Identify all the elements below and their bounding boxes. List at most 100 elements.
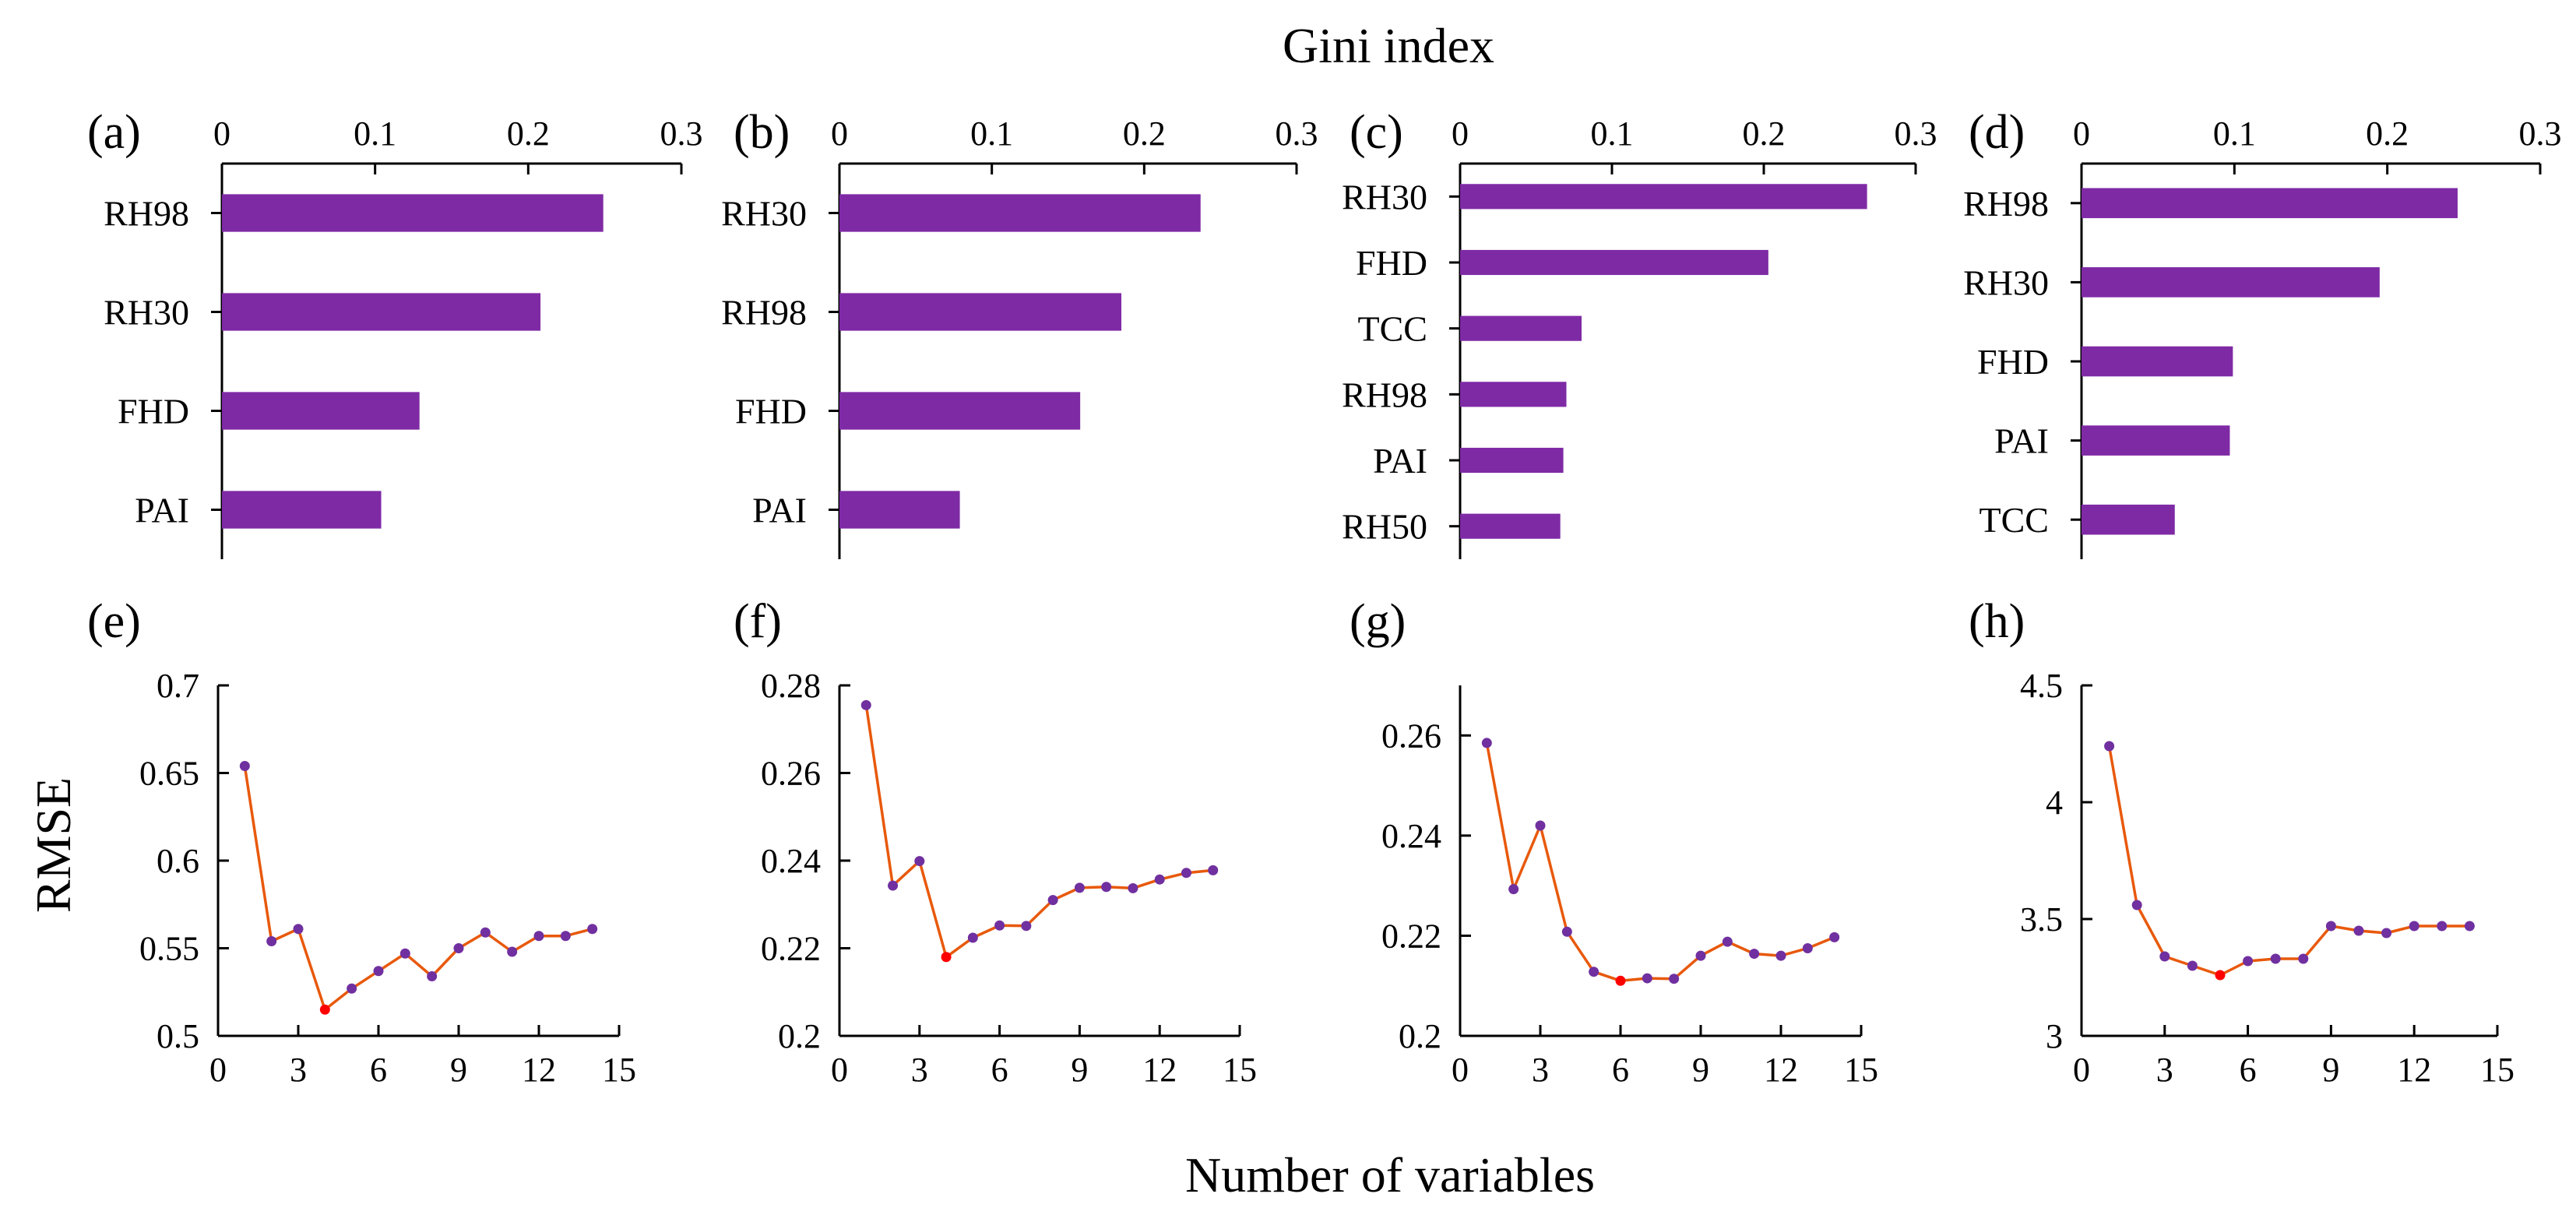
x-tick-label: 0 bbox=[209, 1051, 227, 1089]
data-point bbox=[2187, 960, 2198, 971]
bar bbox=[1460, 382, 1567, 407]
data-point bbox=[1775, 950, 1786, 961]
bar bbox=[222, 293, 541, 331]
data-point bbox=[1695, 950, 1706, 961]
x-tick-label: 9 bbox=[2322, 1051, 2339, 1089]
y-tick-label: 0.5 bbox=[157, 1017, 199, 1055]
x-tick-label: 0.2 bbox=[1123, 114, 1166, 153]
bar-chart-2: (b) 0 0.1 0.2 0.3 RH30 RH98 FHD PAI bbox=[721, 106, 1318, 559]
data-point bbox=[1669, 974, 1680, 984]
category-label: RH98 bbox=[1963, 184, 2049, 224]
x-tick-label: 6 bbox=[1612, 1051, 1629, 1089]
data-point bbox=[2298, 953, 2309, 964]
bar bbox=[1460, 249, 1768, 276]
data-point bbox=[266, 936, 277, 946]
data-point bbox=[507, 946, 518, 957]
data-point bbox=[1561, 926, 1572, 937]
data-point bbox=[1642, 973, 1652, 984]
x-tick-label: 3 bbox=[911, 1051, 928, 1089]
data-point bbox=[1829, 932, 1840, 942]
line-chart-1: (e) 0 3 6 9 12 15 0.5 0.55 0.6 0.65 0.7 bbox=[87, 595, 636, 1089]
data-point bbox=[860, 699, 871, 710]
category-label: PAI bbox=[1373, 441, 1427, 481]
data-point bbox=[480, 927, 491, 938]
x-tick-label: 9 bbox=[1692, 1051, 1709, 1089]
data-point bbox=[2270, 953, 2281, 964]
category-label: FHD bbox=[735, 392, 807, 431]
bar bbox=[222, 491, 382, 529]
data-point bbox=[994, 920, 1005, 931]
data-point bbox=[239, 761, 250, 771]
panel-label: (f) bbox=[734, 595, 782, 648]
bar bbox=[1460, 184, 1867, 210]
data-point bbox=[427, 971, 438, 981]
data-point bbox=[1508, 884, 1519, 895]
category-label: RH30 bbox=[721, 194, 807, 234]
y-tick-label: 0.6 bbox=[157, 842, 199, 880]
panel-label: (g) bbox=[1350, 595, 1406, 648]
optimal-point bbox=[2215, 970, 2226, 981]
x-tick-label: 0.1 bbox=[1591, 114, 1634, 153]
data-point bbox=[2159, 951, 2170, 962]
data-point bbox=[1154, 874, 1165, 885]
data-point bbox=[1535, 820, 1546, 831]
category-label: RH30 bbox=[1342, 177, 1427, 217]
series-line bbox=[1485, 742, 1835, 983]
panel-label: (h) bbox=[1969, 595, 2025, 648]
data-point bbox=[2243, 956, 2254, 967]
y-tick-label: 0.26 bbox=[1381, 717, 1441, 755]
x-tick-label: 0.1 bbox=[970, 114, 1013, 153]
category-label: FHD bbox=[1356, 243, 1427, 283]
y-tick-label: 0.2 bbox=[778, 1017, 821, 1055]
bar bbox=[2082, 346, 2233, 377]
optimal-point bbox=[319, 1004, 330, 1015]
panel-label: (e) bbox=[87, 595, 141, 648]
x-tick-label: 0.3 bbox=[1895, 114, 1937, 153]
bar bbox=[839, 392, 1081, 430]
x-tick-label: 6 bbox=[370, 1051, 387, 1089]
x-tick-label: 0.3 bbox=[660, 114, 703, 153]
data-point bbox=[2381, 928, 2392, 939]
x-tick-label: 12 bbox=[1764, 1051, 1798, 1089]
category-label: RH98 bbox=[104, 194, 189, 234]
x-tick-label: 0 bbox=[1452, 1051, 1469, 1089]
y-tick-label: 0.7 bbox=[157, 667, 199, 705]
x-tick-label: 3 bbox=[290, 1051, 307, 1089]
category-label: FHD bbox=[118, 392, 189, 431]
x-tick-label: 0 bbox=[831, 114, 848, 153]
data-point bbox=[1181, 868, 1191, 879]
y-tick-label: 0.22 bbox=[1381, 917, 1441, 955]
y-tick-label: 0.22 bbox=[761, 930, 821, 968]
line-chart-2: (f) 0 3 6 9 12 15 0.2 0.22 0.24 0.26 0.28 bbox=[734, 595, 1257, 1089]
x-tick-label: 12 bbox=[522, 1051, 556, 1089]
x-tick-label: 12 bbox=[1142, 1051, 1177, 1089]
bar bbox=[839, 293, 1121, 331]
data-point bbox=[1047, 895, 1058, 906]
bar bbox=[1460, 447, 1564, 474]
data-point bbox=[967, 932, 978, 943]
number-of-variables-title: Number of variables bbox=[1185, 1147, 1595, 1203]
category-label: PAI bbox=[1994, 421, 2049, 461]
category-label: FHD bbox=[1977, 342, 2049, 382]
bar bbox=[1460, 513, 1561, 539]
bar-chart-3: (c) 0 0.1 0.2 0.3 RH30 FHD TCC RH98 PAI RH50 bbox=[1342, 106, 1937, 559]
data-point bbox=[1589, 967, 1599, 977]
x-tick-label: 0.2 bbox=[1743, 114, 1786, 153]
data-point bbox=[1749, 949, 1760, 960]
bar-chart-4: (d) 0 0.1 0.2 0.3 RH98 RH30 FHD PAI TCC bbox=[1963, 106, 2562, 559]
optimal-point bbox=[1615, 975, 1626, 986]
series-line bbox=[2107, 745, 2470, 977]
x-tick-label: 15 bbox=[2480, 1051, 2514, 1089]
x-tick-label: 0.1 bbox=[2213, 114, 2256, 153]
x-tick-label: 0.2 bbox=[507, 114, 550, 153]
data-point bbox=[293, 924, 304, 935]
x-tick-label: 0 bbox=[1452, 114, 1469, 153]
x-tick-label: 15 bbox=[1223, 1051, 1257, 1089]
y-tick-label: 0.2 bbox=[1399, 1017, 1441, 1055]
bar bbox=[839, 491, 960, 529]
x-tick-label: 0 bbox=[2073, 114, 2090, 153]
category-label: RH30 bbox=[104, 293, 189, 333]
x-tick-label: 12 bbox=[2397, 1051, 2431, 1089]
data-point bbox=[453, 943, 464, 953]
